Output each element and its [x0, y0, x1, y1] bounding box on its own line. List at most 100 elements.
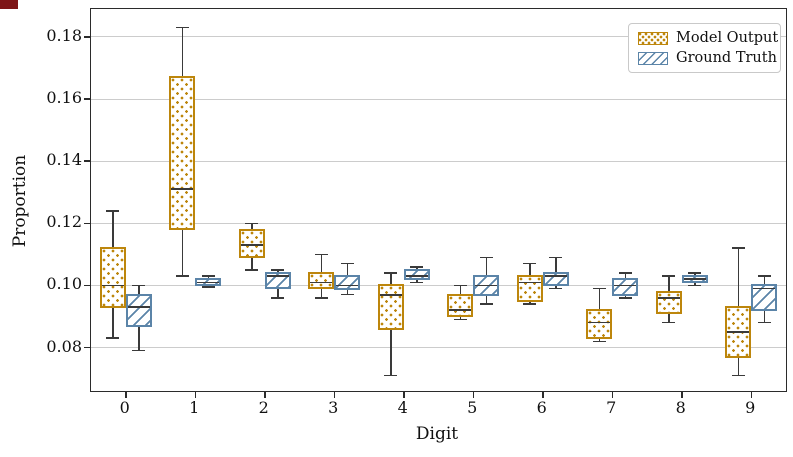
diagonal-blue-patch-icon: [638, 51, 668, 65]
x-tick-label: 7: [606, 398, 617, 417]
median-ground-truth-digit-9: [753, 287, 776, 290]
y-tick-label: 0.16: [46, 88, 82, 108]
x-tick-mark: [750, 392, 752, 398]
whisker-cap: [410, 266, 424, 268]
whisker-cap: [549, 256, 563, 259]
median-model-output-digit-3: [310, 281, 333, 284]
whisker-cap: [201, 286, 215, 288]
whisker-cap: [106, 210, 120, 212]
median-model-output-digit-0: [101, 284, 124, 287]
whisker-cap: [245, 222, 259, 225]
gridline: [91, 98, 786, 100]
legend-label-ground-truth: Ground Truth: [676, 50, 777, 66]
median-ground-truth-digit-1: [197, 281, 220, 284]
gridline: [91, 222, 786, 224]
whisker-cap: [757, 321, 771, 324]
box-model-output-digit-2: [238, 228, 265, 259]
y-tick-mark: [84, 284, 90, 287]
whisker-cap: [662, 321, 676, 324]
y-tick-mark: [84, 160, 90, 162]
whisker-cap: [523, 262, 537, 265]
y-tick-label: 0.18: [46, 25, 82, 45]
x-tick-label: 2: [258, 398, 269, 417]
x-tick-mark: [403, 392, 405, 398]
legend: Model Output Ground Truth: [628, 23, 781, 73]
whisker-cap: [384, 272, 398, 274]
median-ground-truth-digit-6: [544, 275, 567, 277]
whisker-cap: [523, 303, 537, 305]
y-tick-mark: [84, 346, 90, 349]
x-tick-mark: [472, 392, 474, 398]
median-model-output-digit-8: [657, 297, 680, 299]
x-tick-mark: [125, 392, 127, 398]
whisker-cap: [592, 287, 606, 290]
y-tick-mark: [84, 98, 90, 100]
median-model-output-digit-2: [240, 244, 263, 246]
box-model-output-digit-5: [447, 293, 474, 318]
y-axis-label: Proportion: [10, 154, 30, 248]
x-tick-label: 6: [536, 398, 547, 417]
median-ground-truth-digit-3: [336, 284, 359, 287]
whisker-cap: [132, 284, 146, 287]
median-ground-truth-digit-2: [266, 275, 289, 277]
median-ground-truth-digit-8: [683, 278, 706, 280]
gridline: [91, 284, 786, 286]
y-tick-label: 0.10: [46, 274, 82, 294]
whisker-cap: [175, 275, 189, 277]
x-tick-label: 8: [675, 398, 686, 417]
y-tick-label: 0.08: [46, 336, 82, 356]
median-model-output-digit-6: [518, 281, 541, 284]
box-ground-truth-digit-6: [542, 271, 569, 287]
whisker-cap: [688, 284, 702, 287]
whisker-cap: [453, 284, 467, 287]
x-tick-mark: [611, 392, 613, 398]
whisker-cap: [479, 256, 493, 259]
whisker-cap: [549, 287, 563, 290]
whisker-cap: [245, 269, 259, 271]
whisker-cap: [757, 275, 771, 277]
legend-label-model-output: Model Output: [676, 30, 779, 46]
x-tick-label: 3: [328, 398, 339, 417]
median-model-output-digit-9: [727, 331, 750, 333]
whisker-cap: [662, 275, 676, 277]
median-model-output-digit-1: [171, 188, 194, 190]
whisker-cap: [201, 275, 215, 277]
whisker-cap: [618, 297, 632, 299]
box-model-output-digit-4: [377, 284, 404, 330]
whisker-cap: [340, 293, 354, 296]
whisker-cap: [271, 297, 285, 299]
y-tick-mark: [84, 36, 90, 38]
corner-artifact: [0, 0, 18, 9]
whisker-cap: [106, 337, 120, 339]
box-model-output-digit-0: [99, 247, 126, 309]
box-ground-truth-digit-3: [334, 275, 361, 290]
box-ground-truth-digit-0: [125, 293, 152, 327]
y-tick-label: 0.14: [46, 150, 82, 170]
legend-item-model-output: Model Output: [629, 30, 780, 46]
whisker-cap: [410, 281, 424, 284]
whisker-cap: [731, 374, 745, 377]
whisker-cap: [384, 374, 398, 377]
y-tick-mark: [84, 222, 90, 225]
whisker-cap: [479, 303, 493, 305]
whisker-cap: [618, 272, 632, 274]
whisker-cap: [175, 26, 189, 29]
median-model-output-digit-5: [449, 309, 472, 312]
x-tick-mark: [681, 392, 683, 398]
median-model-output-digit-4: [379, 293, 402, 296]
whisker-cap: [132, 349, 146, 352]
box-model-output-digit-8: [655, 290, 682, 315]
median-ground-truth-digit-7: [614, 284, 637, 287]
box-model-output-digit-1: [169, 76, 196, 231]
whisker-cap: [731, 247, 745, 249]
gridline: [91, 347, 786, 349]
whisker-cap: [340, 262, 354, 265]
whisker-cap: [453, 318, 467, 321]
median-ground-truth-digit-4: [405, 275, 428, 277]
x-tick-label: 1: [189, 398, 200, 417]
x-tick-label: 0: [119, 398, 130, 417]
dotted-orange-patch-icon: [638, 31, 668, 45]
gridline: [91, 160, 786, 162]
x-tick-label: 9: [745, 398, 756, 417]
